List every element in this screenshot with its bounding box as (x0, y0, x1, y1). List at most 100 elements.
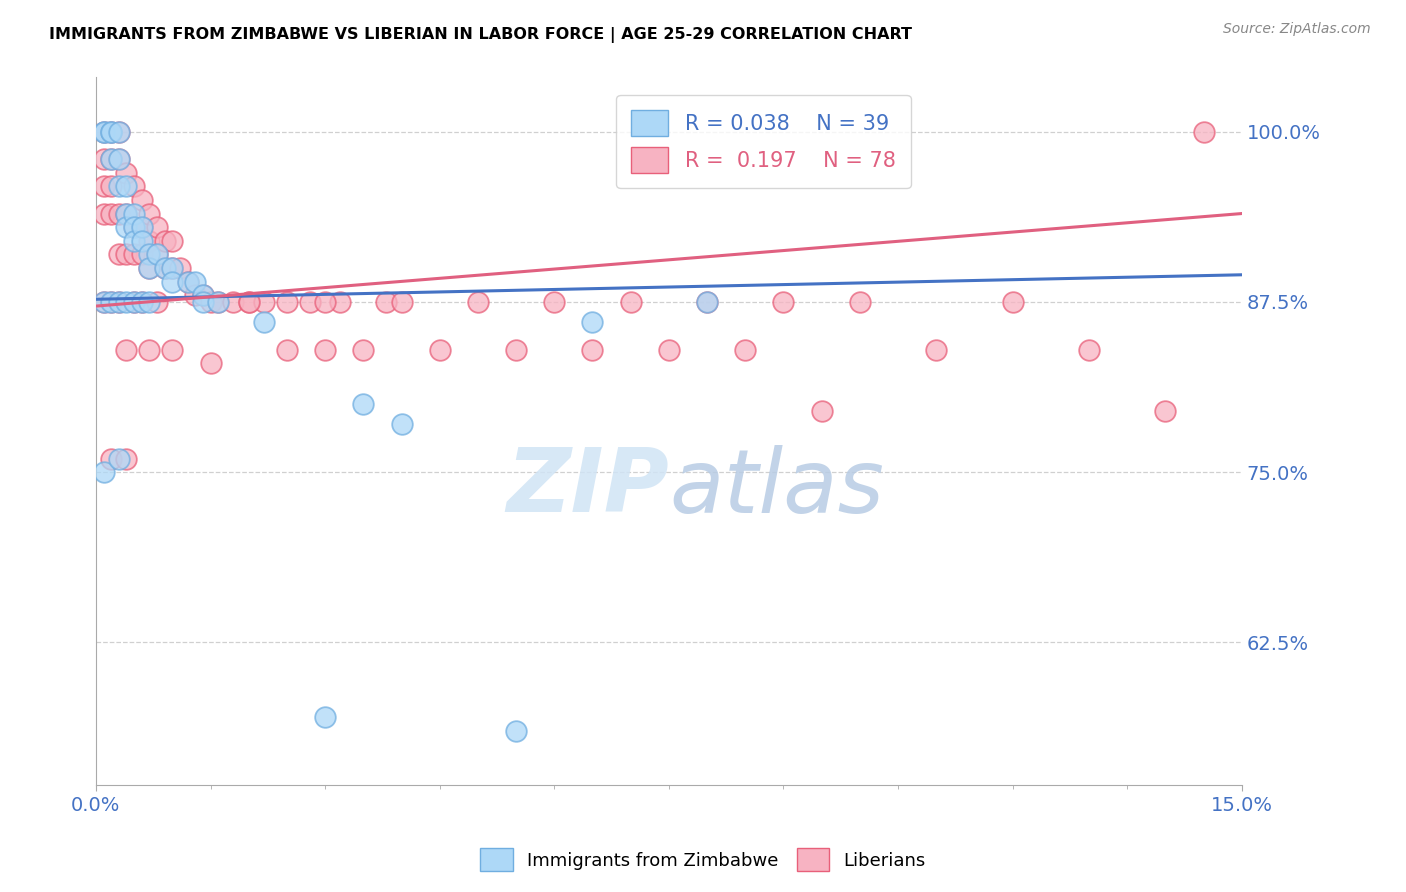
Point (100, 125, 122, 139)
Point (131, 247, 153, 261)
Point (100, 125, 122, 139)
Point (93, 125, 115, 139)
Point (1192, 125, 1215, 139)
Point (620, 295, 643, 310)
Point (696, 295, 718, 310)
Point (505, 723, 527, 738)
Point (115, 206, 138, 220)
Point (108, 152, 131, 166)
Point (191, 288, 214, 302)
Point (238, 295, 260, 310)
Legend: Immigrants from Zimbabwe, Liberians: Immigrants from Zimbabwe, Liberians (472, 841, 934, 879)
Point (329, 295, 352, 310)
Point (115, 247, 138, 261)
Point (100, 295, 122, 310)
Point (100, 152, 122, 166)
Text: ZIP: ZIP (506, 444, 669, 532)
Point (93, 295, 115, 310)
Point (115, 179, 138, 194)
Point (146, 220, 169, 235)
Text: IMMIGRANTS FROM ZIMBABWE VS LIBERIAN IN LABOR FORCE | AGE 25-29 CORRELATION CHAR: IMMIGRANTS FROM ZIMBABWE VS LIBERIAN IN … (49, 27, 912, 43)
Point (314, 710, 336, 724)
Point (200, 356, 222, 370)
Point (93, 465, 115, 479)
Point (162, 260, 184, 275)
Point (925, 343, 948, 357)
Point (391, 417, 413, 432)
Point (100, 179, 122, 194)
Point (122, 234, 145, 248)
Point (1154, 404, 1177, 418)
Point (162, 343, 184, 357)
Point (191, 288, 214, 302)
Point (176, 275, 198, 289)
Point (314, 343, 336, 357)
Point (238, 295, 260, 310)
Point (162, 234, 184, 248)
Point (131, 234, 153, 248)
Point (467, 295, 489, 310)
Point (146, 247, 169, 261)
Point (207, 295, 229, 310)
Point (138, 260, 160, 275)
Point (108, 125, 131, 139)
Point (108, 125, 131, 139)
Point (162, 260, 184, 275)
Point (93, 152, 115, 166)
Legend: R = 0.038    N = 39, R =  0.197    N = 78: R = 0.038 N = 39, R = 0.197 N = 78 (616, 95, 911, 188)
Point (93, 295, 115, 310)
Text: Source: ZipAtlas.com: Source: ZipAtlas.com (1223, 22, 1371, 37)
Point (138, 206, 160, 220)
Point (696, 295, 718, 310)
Point (100, 152, 122, 166)
Point (93, 206, 115, 220)
Point (108, 179, 131, 194)
Point (581, 343, 603, 357)
Point (222, 295, 245, 310)
Point (1001, 295, 1024, 310)
Point (153, 234, 176, 248)
Point (122, 295, 145, 310)
Point (276, 343, 298, 357)
Point (115, 220, 138, 235)
Point (153, 260, 176, 275)
Point (298, 295, 321, 310)
Point (108, 295, 131, 310)
Point (849, 295, 872, 310)
Point (131, 220, 153, 235)
Point (176, 275, 198, 289)
Point (352, 397, 374, 411)
Point (131, 295, 153, 310)
Point (505, 343, 527, 357)
Point (429, 343, 451, 357)
Point (100, 206, 122, 220)
Point (543, 295, 565, 310)
Point (122, 179, 145, 194)
Point (115, 343, 138, 357)
Point (93, 125, 115, 139)
Point (375, 295, 398, 310)
Point (115, 166, 138, 180)
Point (146, 247, 169, 261)
Point (122, 247, 145, 261)
Point (138, 343, 160, 357)
Point (108, 451, 131, 466)
Point (169, 260, 191, 275)
Point (100, 295, 122, 310)
Point (138, 260, 160, 275)
Point (184, 275, 207, 289)
Point (115, 295, 138, 310)
Point (352, 343, 374, 357)
Point (131, 295, 153, 310)
Point (810, 404, 832, 418)
Point (138, 234, 160, 248)
Point (772, 295, 794, 310)
Point (184, 288, 207, 302)
Point (276, 295, 298, 310)
Text: atlas: atlas (669, 445, 884, 531)
Point (138, 247, 160, 261)
Point (658, 343, 681, 357)
Point (162, 275, 184, 289)
Point (253, 295, 276, 310)
Point (314, 295, 336, 310)
